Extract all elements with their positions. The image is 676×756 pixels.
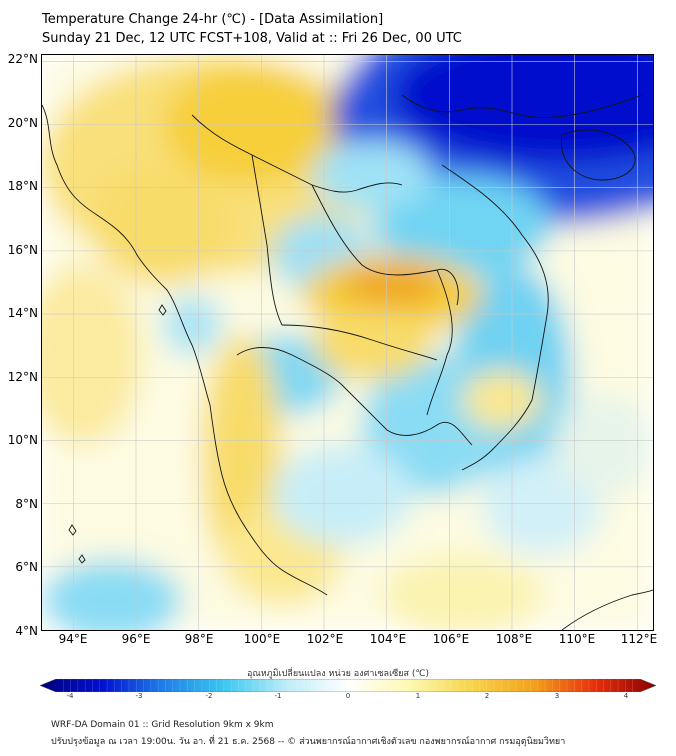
lat-label-12n: 12°N: [7, 370, 38, 384]
lat-label-22n: 22°N: [7, 52, 38, 66]
colorbar-tick-1: 1: [415, 692, 421, 700]
lat-label-8n: 8°N: [15, 497, 38, 511]
coastlines-and-borders: [42, 94, 653, 630]
lat-label-10n: 10°N: [7, 433, 38, 447]
colorbar-tick-3: 3: [554, 692, 560, 700]
colorbar-tick-minus1: -1: [274, 692, 282, 700]
lon-label-102e: 102°E: [306, 632, 344, 646]
map-title: Temperature Change 24-hr (℃) - [Data Ass…: [42, 12, 384, 27]
map-svg: [42, 55, 653, 630]
temperature-change-map: [41, 54, 654, 631]
lat-label-16n: 16°N: [7, 243, 38, 257]
colorbar-tick-minus3: -3: [135, 692, 143, 700]
colorbar-title: อุณหภูมิเปลี่ยนแปลง หน่วย องศาเซลเซียส (…: [246, 669, 430, 679]
lon-label-94e: 94°E: [58, 632, 88, 646]
lon-label-104e: 104°E: [369, 632, 407, 646]
lon-label-98e: 98°E: [184, 632, 214, 646]
lon-label-100e: 100°E: [243, 632, 281, 646]
colorbar-tick-minus4: -4: [66, 692, 74, 700]
lat-label-18n: 18°N: [7, 179, 38, 193]
lat-label-4n: 4°N: [15, 624, 38, 638]
lat-lon-grid: [42, 55, 653, 630]
colorbar-tick-minus2: -2: [205, 692, 213, 700]
lon-label-106e: 106°E: [432, 632, 470, 646]
colorbar: [40, 679, 656, 692]
lon-label-96e: 96°E: [121, 632, 151, 646]
credits: ปรับปรุงข้อมูล ณ เวลา 19:00น. วัน อา. ที…: [51, 737, 566, 747]
lon-label-112e: 112°E: [620, 632, 658, 646]
model-info: WRF-DA Domain 01 :: Grid Resolution 9km …: [51, 720, 274, 730]
temperature-field: [42, 55, 653, 630]
colorbar-tick-2: 2: [484, 692, 490, 700]
lat-label-6n: 6°N: [15, 560, 38, 574]
lat-label-20n: 20°N: [7, 116, 38, 130]
lon-label-108e: 108°E: [495, 632, 533, 646]
colorbar-tick-0: 0: [345, 692, 351, 700]
lat-label-14n: 14°N: [7, 306, 38, 320]
colorbar-tick-4: 4: [623, 692, 629, 700]
lon-label-110e: 110°E: [558, 632, 596, 646]
map-subtitle: Sunday 21 Dec, 12 UTC FCST+108, Valid at…: [42, 31, 462, 46]
